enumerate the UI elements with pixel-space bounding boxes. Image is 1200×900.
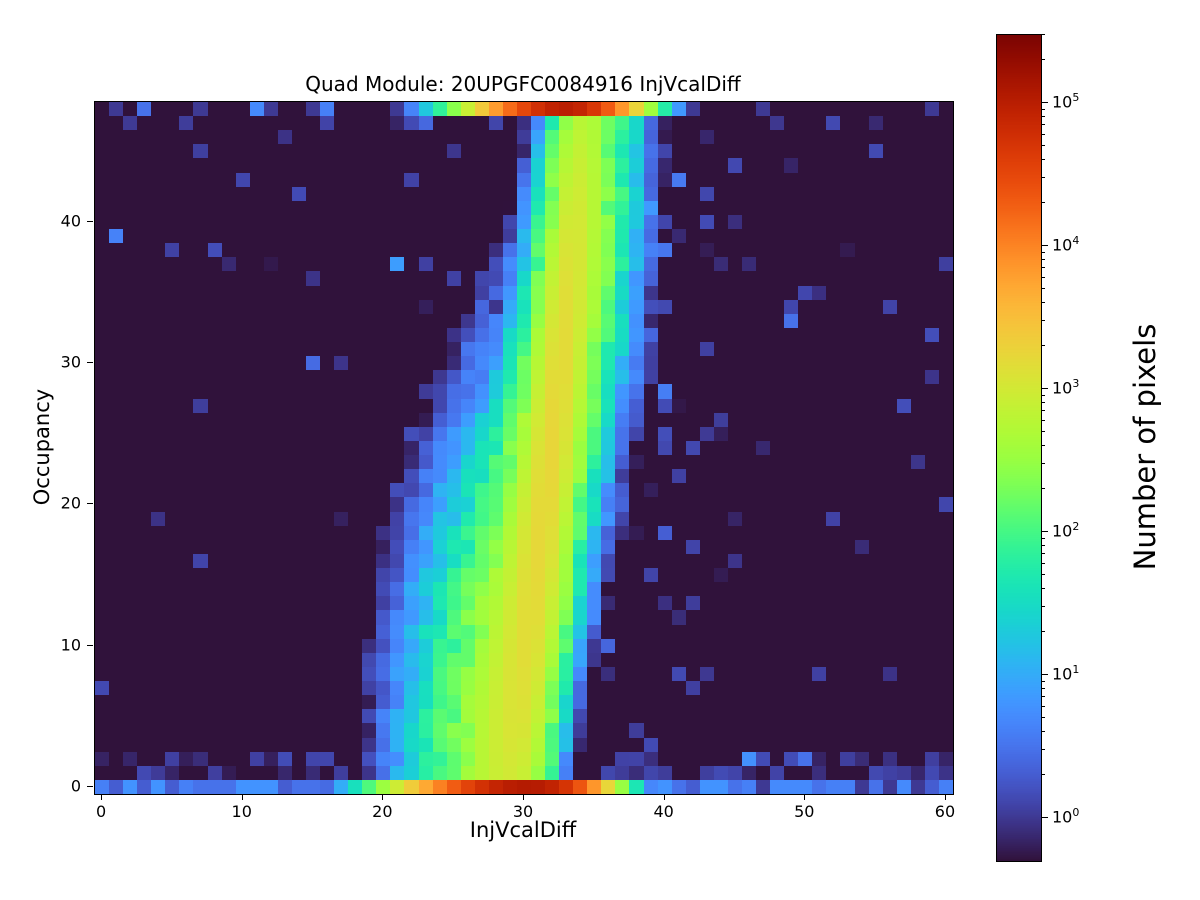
colorbar-minor-tick	[1041, 587, 1045, 589]
x-tick-mark	[663, 794, 665, 800]
page-title: Quad Module: 20UPGFC0084916 InjVcalDiff	[305, 72, 741, 96]
colorbar-tick-mark	[1041, 388, 1048, 390]
x-tick-mark	[523, 794, 524, 800]
colorbar-minor-tick	[1041, 345, 1045, 347]
colorbar-tick-mark	[1041, 816, 1048, 818]
x-tick-label: 40	[653, 802, 674, 821]
colorbar-label: Number of pixels	[1128, 323, 1162, 571]
y-tick-label: 10	[60, 635, 81, 655]
colorbar-tick-label: 105	[1052, 91, 1080, 112]
colorbar-minor-tick	[1041, 605, 1045, 607]
x-tick-mark	[101, 794, 103, 800]
y-tick-mark	[87, 785, 93, 787]
y-tick-mark	[87, 503, 93, 505]
colorbar-minor-tick	[1041, 630, 1045, 632]
colorbar-tick-label: 100	[1052, 806, 1080, 827]
heatmap-image	[95, 102, 953, 794]
colorbar-tick-mark	[1041, 531, 1048, 533]
colorbar-minor-tick	[1041, 401, 1045, 403]
colorbar-tick-mark	[1041, 674, 1048, 675]
colorbar-minor-tick	[1041, 176, 1045, 178]
colorbar-minor-tick	[1041, 574, 1045, 576]
y-tick-mark	[87, 644, 93, 646]
colorbar-minor-tick	[1041, 34, 1045, 35]
colorbar-minor-tick	[1041, 276, 1045, 278]
colorbar	[996, 34, 1042, 862]
colorbar-minor-tick	[1041, 553, 1045, 555]
colorbar-minor-tick	[1041, 202, 1045, 204]
colorbar-minor-tick	[1041, 696, 1045, 698]
y-axis-label: Occupancy	[30, 388, 54, 506]
colorbar-tick-label: 102	[1052, 520, 1080, 541]
colorbar-minor-tick	[1041, 431, 1045, 433]
x-tick-mark	[804, 794, 806, 800]
colorbar-tick-mark	[1041, 245, 1048, 247]
y-tick-label: 20	[60, 493, 81, 513]
colorbar-minor-tick	[1041, 159, 1045, 161]
colorbar-minor-tick	[1041, 302, 1045, 304]
colorbar-minor-tick	[1041, 544, 1045, 546]
x-tick-label: 60	[934, 802, 956, 821]
x-tick-label: 0	[95, 802, 107, 821]
colorbar-minor-tick	[1041, 116, 1045, 118]
x-tick-mark	[382, 794, 384, 800]
colorbar-minor-tick	[1041, 59, 1045, 61]
x-tick-label: 10	[231, 802, 252, 821]
y-tick-label: 40	[60, 211, 81, 231]
colorbar-minor-tick	[1041, 394, 1045, 396]
colorbar-minor-tick	[1041, 562, 1045, 564]
colorbar-minor-tick	[1041, 419, 1045, 421]
colorbar-minor-tick	[1041, 717, 1045, 719]
x-tick-label: 30	[512, 802, 534, 821]
colorbar-minor-tick	[1041, 730, 1045, 732]
y-tick-label: 30	[60, 352, 81, 372]
colorbar-minor-tick	[1041, 680, 1045, 682]
x-tick-label: 50	[794, 802, 815, 821]
colorbar-minor-tick	[1041, 259, 1045, 260]
y-tick-mark	[87, 362, 93, 364]
y-tick-mark	[87, 221, 93, 223]
x-tick-label: 20	[372, 802, 393, 821]
colorbar-gradient	[997, 35, 1041, 861]
colorbar-minor-tick	[1041, 687, 1045, 689]
colorbar-tick-label: 103	[1052, 377, 1080, 398]
colorbar-minor-tick	[1041, 319, 1045, 321]
colorbar-minor-tick	[1041, 488, 1045, 490]
y-tick-label: 0	[70, 776, 81, 796]
colorbar-minor-tick	[1041, 410, 1045, 412]
colorbar-minor-tick	[1041, 251, 1045, 253]
x-axis-label: InjVcalDiff	[469, 818, 577, 842]
colorbar-minor-tick	[1041, 145, 1045, 147]
colorbar-minor-tick	[1041, 773, 1045, 775]
colorbar-minor-tick	[1041, 705, 1045, 707]
colorbar-minor-tick	[1041, 288, 1045, 290]
colorbar-tick-label: 101	[1052, 663, 1080, 684]
colorbar-tick-label: 104	[1052, 234, 1080, 255]
colorbar-minor-tick	[1041, 133, 1045, 135]
colorbar-minor-tick	[1041, 444, 1045, 446]
colorbar-minor-tick	[1041, 124, 1045, 126]
colorbar-minor-tick	[1041, 267, 1045, 269]
colorbar-minor-tick	[1041, 462, 1045, 464]
x-tick-mark	[944, 794, 946, 800]
colorbar-minor-tick	[1041, 748, 1045, 750]
x-tick-mark	[241, 794, 243, 800]
colorbar-minor-tick	[1041, 537, 1045, 539]
heatmap-axes	[94, 101, 954, 795]
colorbar-minor-tick	[1041, 108, 1045, 110]
colorbar-tick-mark	[1041, 102, 1048, 104]
